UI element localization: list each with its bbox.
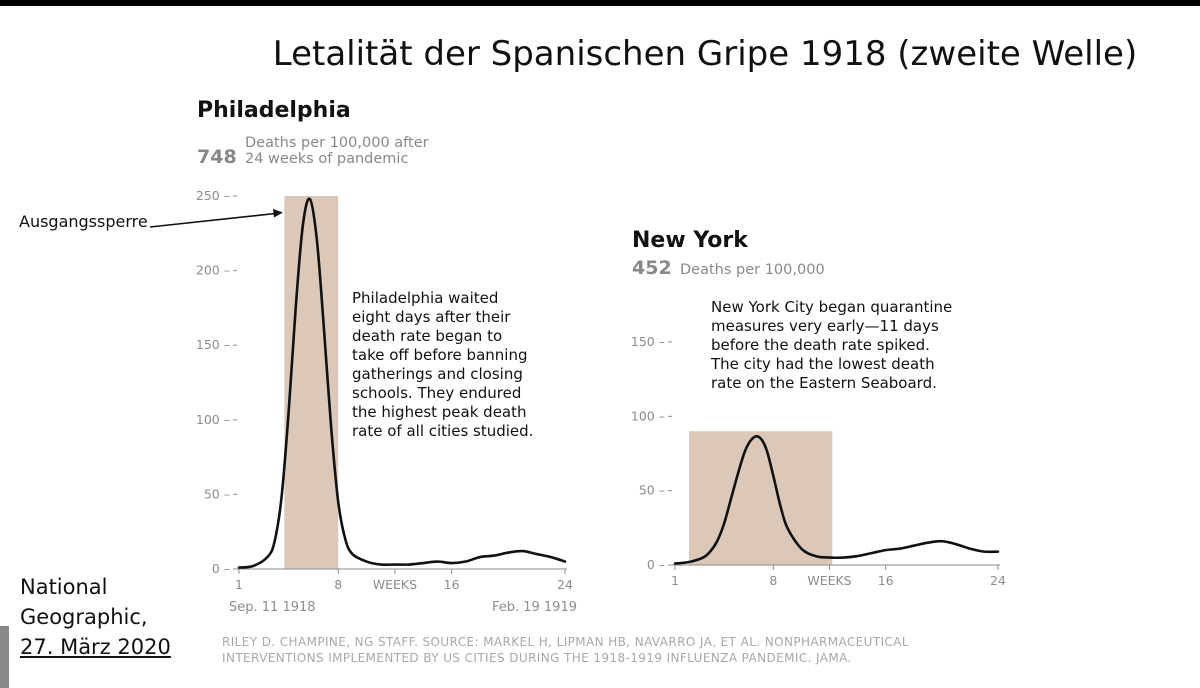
note-line: before the death rate spiked.: [711, 336, 930, 354]
source-line: RILEY D. CHAMPINE, NG STAFF. SOURCE: MAR…: [222, 635, 909, 649]
y-tick-label: 150 –: [631, 334, 665, 349]
chart-philadelphia: 0 – 50 – 100 – 150 – 200 – 250 – 1 8 WEEKS 16 24 Se…: [196, 188, 577, 615]
x-tick-label: 16: [878, 573, 894, 588]
x-tick-label: 8: [334, 577, 342, 592]
arrow-head: [273, 209, 283, 218]
x-tick-label: 16: [444, 577, 460, 592]
x-tick-label: 24: [990, 573, 1006, 588]
x-tick-label: WEEKS: [807, 573, 851, 588]
stat-label-line: Deaths per 100,000: [680, 262, 825, 278]
note-philadelphia: Philadelphia waited eight days after the…: [352, 289, 533, 441]
slide-title: Letalität der Spanischen Gripe 1918 (zwe…: [272, 34, 1138, 74]
note-line: The city had the lowest death: [711, 355, 935, 373]
note-line: measures very early—11 days: [711, 317, 939, 335]
y-tick-label: 250 –: [196, 188, 230, 203]
stat-label-line: 24 weeks of pandemic: [245, 151, 409, 167]
annotation-ausgangssperre: Ausgangssperre: [19, 212, 148, 231]
death-rate-line: [237, 197, 567, 569]
note-line: the highest peak death: [352, 403, 527, 421]
y-tick-label: 100 –: [196, 412, 230, 427]
intervention-band: [689, 431, 833, 565]
x-tick-label: 1: [671, 573, 679, 588]
arrow-shaft: [149, 212, 281, 228]
stat-label-new-york: Deaths per 100,000: [680, 262, 825, 278]
note-line: gatherings and closing: [352, 365, 523, 383]
y-tick-label: 150 –: [196, 337, 230, 352]
charts-svg: 0 –50 –100 –150 –200 –250 –1 8 WEEKS 16 24Se…: [149, 188, 1006, 615]
death-rate-line: [673, 434, 1000, 565]
stat-label-philadelphia: Deaths per 100,000 after 24 weeks of pan…: [245, 135, 429, 167]
y-tick-label: 200 –: [196, 263, 230, 278]
note-line: take off before banning: [352, 346, 528, 364]
credit-block: National Geographic, 27. März 2020: [20, 572, 171, 662]
note-line: rate on the Eastern Seaboard.: [711, 374, 937, 392]
y-tick-label: 0 –: [212, 561, 230, 576]
stat-value-new-york: 452: [632, 257, 672, 279]
note-line: eight days after their: [352, 308, 511, 326]
x-date-label: Sep. 11 1918: [229, 600, 316, 615]
note-line: Philadelphia waited: [352, 289, 499, 307]
x-date-label: Feb. 19 1919: [492, 600, 577, 615]
x-tick-label: WEEKS: [373, 577, 417, 592]
intervention-band: [284, 196, 339, 569]
x-tick-label: 1: [235, 577, 243, 592]
note-line: rate of all cities studied.: [352, 422, 534, 440]
note-new-york: New York City began quarantine measures …: [711, 298, 952, 393]
y-tick-label: 100 –: [631, 408, 665, 423]
credit-date: 27. März 2020: [20, 635, 171, 659]
source-line: INTERVENTIONS IMPLEMENTED BY US CITIES D…: [222, 651, 852, 665]
slide-edge-bar: [0, 626, 9, 688]
stat-value-philadelphia: 748: [197, 146, 237, 168]
x-tick-label: 24: [557, 577, 573, 592]
chart-new-york: 0 – 50 – 100 – 150 – 1 8 WEEKS 16 24: [631, 334, 1006, 588]
y-tick-label: 0 –: [647, 557, 665, 572]
slide: Letalität der Spanischen Gripe 1918 (zwe…: [0, 6, 1200, 688]
arrow-icon: [149, 209, 283, 228]
stat-label-line: Deaths per 100,000 after: [245, 135, 429, 151]
city-title-new-york: New York: [632, 228, 748, 253]
note-line: New York City began quarantine: [711, 298, 953, 316]
x-tick-label: 8: [769, 573, 777, 588]
credit-line: National: [20, 575, 108, 599]
credit-line: Geographic,: [20, 605, 148, 629]
y-tick-label: 50 –: [204, 486, 230, 501]
note-line: death rate began to: [352, 327, 503, 345]
y-tick-label: 50 –: [639, 483, 665, 498]
source-note: RILEY D. CHAMPINE, NG STAFF. SOURCE: MAR…: [222, 634, 982, 666]
note-line: schools. They endured: [352, 384, 522, 402]
city-title-philadelphia: Philadelphia: [197, 98, 351, 123]
